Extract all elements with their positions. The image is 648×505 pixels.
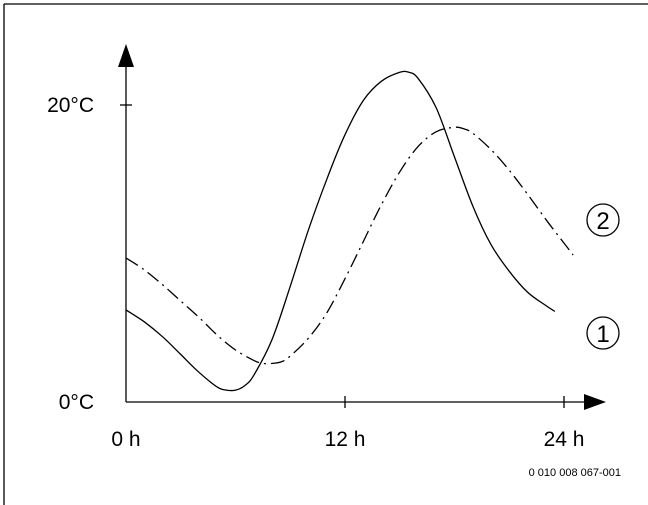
callouts: 12 [586,203,620,350]
callout-circle-1 [586,316,620,350]
series-line-2 [125,126,574,365]
axis-ticks: 0 h 12 h 24 h 0°C 20°C [47,94,584,451]
series-layer [125,70,574,392]
callout-circle-2 [586,203,620,237]
callout-label-1: 1 [596,321,609,348]
callout-label-2: 2 [596,208,609,235]
y-tick-label-0: 0°C [59,391,94,414]
x-axis-arrow [584,394,606,410]
figure-code: 0 010 008 067-001 [529,467,621,479]
x-tick-label-0: 0 h [111,428,140,451]
x-tick-label-1: 12 h [325,428,366,451]
series-line-1 [125,70,556,392]
x-tick-label-2: 24 h [544,428,585,451]
y-tick-label-1: 20°C [47,94,94,117]
y-axis-arrow [118,44,134,67]
